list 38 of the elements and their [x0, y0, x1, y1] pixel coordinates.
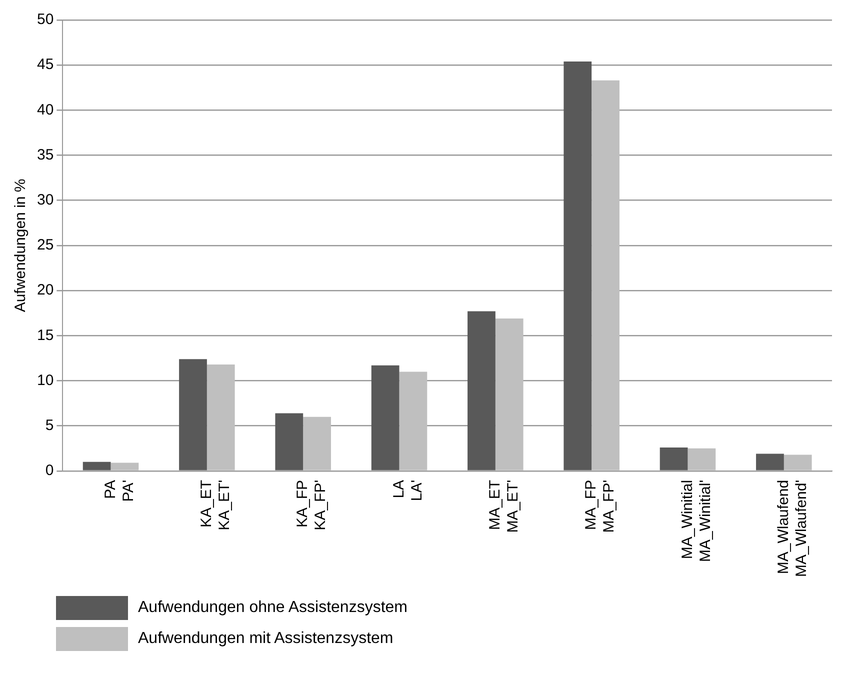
bar [399, 372, 428, 470]
x-tick-label: MA_FP MA_FP' [582, 480, 618, 533]
bar [660, 447, 688, 470]
bar [468, 311, 496, 470]
y-tick-label: 45 [36, 56, 54, 74]
x-tick-label: PA PA' [102, 480, 137, 502]
y-tick-label: 30 [36, 192, 54, 209]
y-tick-label: 35 [36, 146, 54, 164]
y-tick-label: 5 [45, 416, 54, 434]
bar [495, 318, 524, 470]
legend-label: Aufwendungen ohne Assistenzsystem [138, 598, 408, 616]
bar [592, 80, 620, 470]
y-tick-label: 15 [36, 326, 54, 344]
bar [688, 448, 716, 470]
y-tick-label: 40 [36, 101, 54, 118]
y-tick-label: 20 [36, 282, 54, 299]
bar [275, 413, 304, 470]
bar [564, 61, 592, 470]
y-tick-label: 50 [36, 11, 54, 28]
y-tick-label: 0 [45, 462, 54, 480]
bar [206, 364, 235, 470]
y-tick-label: 25 [36, 236, 54, 254]
bar [110, 462, 139, 470]
legend-label: Aufwendungen mit Assistenzsystem [138, 630, 394, 648]
x-tick-label: LA LA' [390, 480, 426, 502]
bar [179, 359, 207, 470]
y-axis-title: Aufwendungen in % [12, 178, 30, 312]
x-tick-label: KA_FP KA_FP' [294, 480, 330, 530]
bar [784, 454, 812, 470]
x-tick-label: MA_Wlaufend MA_Wlaufend' [775, 480, 810, 578]
y-tick-label: 10 [36, 372, 54, 389]
bar [82, 462, 111, 470]
x-tick-label: MA_Winitial MA_Winitial' [678, 480, 714, 562]
bar [756, 454, 784, 470]
x-tick-label: KA_ET KA_ET' [198, 480, 234, 530]
bar [303, 416, 331, 470]
bar [371, 365, 400, 470]
x-tick-label: MA_ET MA_ET' [486, 480, 522, 533]
